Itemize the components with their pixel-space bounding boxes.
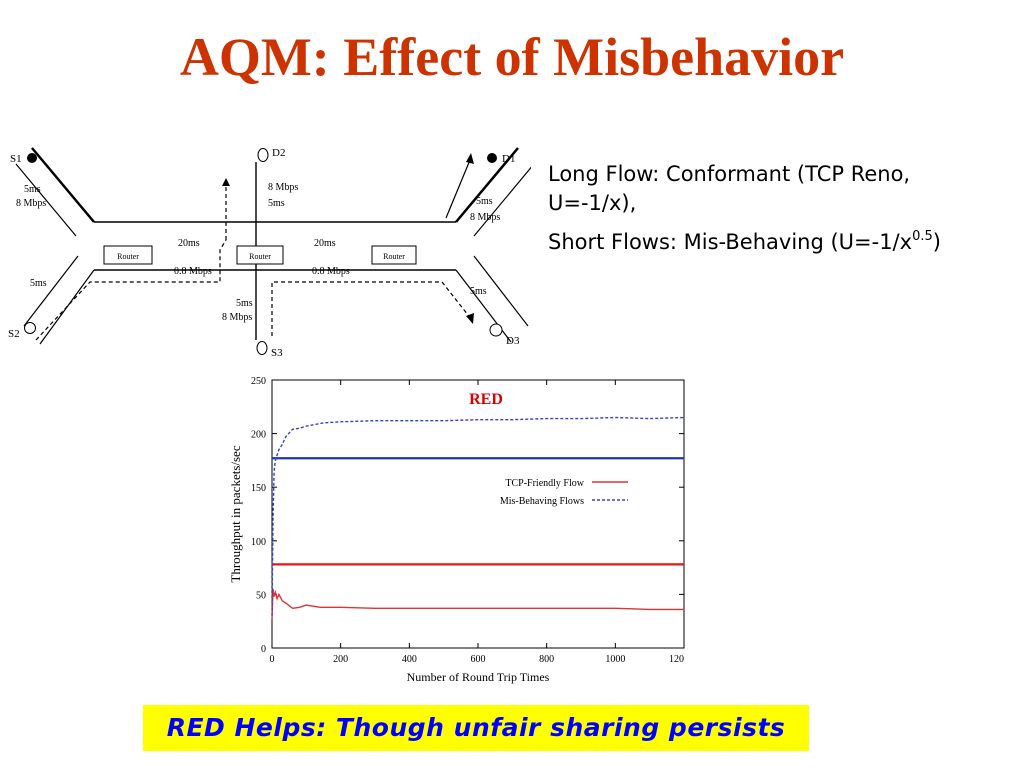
y-tick-label: 200 xyxy=(251,430,266,441)
right-bottleneck-delay: 20ms xyxy=(314,238,336,249)
node-d2 xyxy=(257,148,269,162)
x-axis-label: Number of Round Trip Times xyxy=(407,670,550,684)
x-tick-label: 800 xyxy=(539,654,554,665)
right-bottleneck-bandwidth: 0.8 Mbps xyxy=(312,266,350,277)
node-s1-label: S1 xyxy=(10,153,22,165)
node-d1 xyxy=(487,153,497,163)
caption-box: RED Helps: Though unfair sharing persist… xyxy=(143,705,809,751)
y-axis-label: Throughput in packets/sec xyxy=(228,445,243,582)
y-tick-label: 50 xyxy=(256,590,266,601)
node-d3-label: D3 xyxy=(506,335,520,347)
left-bottleneck-delay: 20ms xyxy=(178,238,200,249)
router-left-label: Router xyxy=(117,252,139,261)
network-topology-diagram: Router Router Router S1 S2 D2 S3 D1 D3 5… xyxy=(8,147,531,359)
node-d2-label: D2 xyxy=(272,147,285,159)
caption-text: RED Helps: Though unfair sharing persist… xyxy=(166,713,786,742)
node-s3-label: S3 xyxy=(271,347,283,359)
series-line-tcp-friendly xyxy=(271,588,684,620)
x-tick-label: 120 xyxy=(669,654,684,665)
chart-annotation-red: RED xyxy=(469,391,503,408)
left-bottleneck-bandwidth: 0.8 Mbps xyxy=(174,266,212,277)
slide-title: AQM: Effect of Misbehavior xyxy=(179,27,845,87)
link-d1-bandwidth: 8 Mbps xyxy=(470,212,500,223)
link-s2-delay: 5ms xyxy=(30,278,47,289)
y-tick-label: 150 xyxy=(251,483,266,494)
node-s2 xyxy=(24,322,36,334)
link-d1-delay: 5ms xyxy=(476,196,493,207)
x-tick-label: 400 xyxy=(402,654,417,665)
x-tick-label: 1000 xyxy=(605,654,625,665)
x-tick-label: 0 xyxy=(270,654,275,665)
link-s3-bandwidth: 8 Mbps xyxy=(222,312,252,323)
short-flows-note: Short Flows: Mis-Behaving (U=-1/x0.5) xyxy=(548,228,978,257)
long-flow-note: Long Flow: Conformant (TCP Reno, U=-1/x)… xyxy=(548,162,911,215)
router-center-label: Router xyxy=(249,252,271,261)
y-tick-label: 0 xyxy=(261,644,266,655)
link-d3-delay: 5ms xyxy=(470,286,487,297)
link-d2-bandwidth: 8 Mbps xyxy=(268,182,298,193)
x-tick-label: 600 xyxy=(471,654,486,665)
link-s1-delay: 5ms xyxy=(24,184,41,195)
node-d3 xyxy=(489,323,503,337)
node-d1-label: D1 xyxy=(502,153,515,165)
legend-label-misbehaving: Mis-Behaving Flows xyxy=(500,496,584,507)
y-tick-label: 250 xyxy=(251,376,266,387)
link-s3-delay: 5ms xyxy=(236,298,253,309)
node-s2-label: S2 xyxy=(8,328,20,340)
short-flows-close: ) xyxy=(932,230,941,254)
legend-label-tcp: TCP-Friendly Flow xyxy=(505,478,584,489)
short-flows-exponent: 0.5 xyxy=(912,229,933,244)
x-tick-label: 200 xyxy=(333,654,348,665)
y-tick-label: 100 xyxy=(251,537,266,548)
link-d2-delay: 5ms xyxy=(268,198,285,209)
node-s1 xyxy=(27,153,37,163)
short-flows-text: Short Flows: Mis-Behaving (U=-1/x xyxy=(548,230,913,254)
node-s3 xyxy=(256,341,268,355)
link-s1-bandwidth: 8 Mbps xyxy=(16,198,46,209)
flow-description: Long Flow: Conformant (TCP Reno, U=-1/x)… xyxy=(548,160,978,267)
series-line-misbehaving xyxy=(271,416,685,616)
router-right-label: Router xyxy=(383,252,405,261)
